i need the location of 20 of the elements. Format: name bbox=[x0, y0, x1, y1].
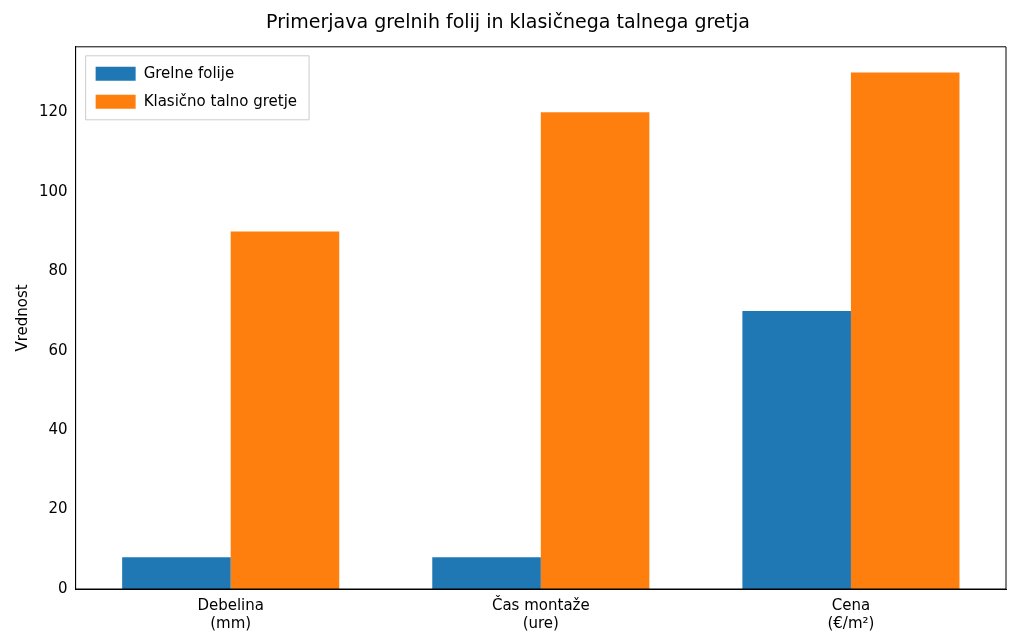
y-tick-label: 100 bbox=[38, 181, 68, 200]
bar bbox=[742, 310, 851, 589]
y-tick-label: 120 bbox=[38, 102, 68, 121]
y-tick-label: 60 bbox=[48, 340, 68, 359]
y-axis-title: Vrednost bbox=[12, 284, 31, 352]
bar bbox=[850, 72, 960, 589]
bar bbox=[540, 112, 650, 589]
x-tick-label: Čas montaže (ure) bbox=[491, 594, 590, 632]
legend-label: Klasično talno gretje bbox=[143, 91, 298, 110]
chart-title: Primerjava grelnih folij in klasičnega talnega gretja bbox=[266, 10, 750, 33]
y-tick-label: 40 bbox=[48, 420, 68, 438]
bar bbox=[432, 557, 541, 589]
y-tick-label: 80 bbox=[48, 261, 68, 280]
x-tick-label: Debelina (mm) bbox=[197, 595, 264, 632]
y-tick-label: 0 bbox=[58, 578, 68, 597]
y-tick-label: 20 bbox=[48, 499, 68, 518]
bar bbox=[230, 231, 340, 589]
bar bbox=[122, 557, 231, 589]
x-tick-label: Cena (€/m²) bbox=[827, 595, 875, 632]
legend-label: Grelne folije bbox=[143, 63, 235, 82]
